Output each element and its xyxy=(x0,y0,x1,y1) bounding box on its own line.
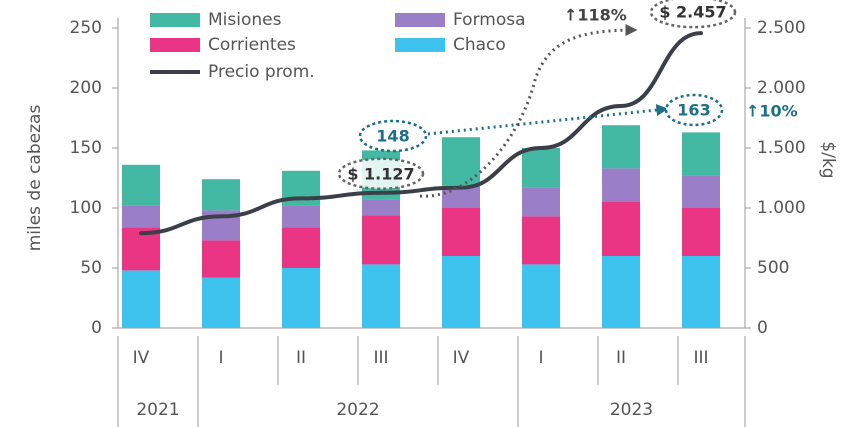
bar-segment xyxy=(122,270,160,328)
x-tick-label: IV xyxy=(453,348,470,368)
bar-segment xyxy=(282,205,320,228)
bar-segment xyxy=(602,125,640,169)
bar-segment xyxy=(282,268,320,328)
bar-segment xyxy=(682,208,720,256)
annotation: ↑118% xyxy=(564,6,627,25)
y2-tick-label: 0 xyxy=(757,318,768,338)
annotation: ↑10% xyxy=(746,102,798,121)
y2-tick-label: 1.500 xyxy=(757,138,806,158)
x-tick-label: I xyxy=(538,348,543,368)
bar-segment xyxy=(522,148,560,188)
callout-ellipse xyxy=(358,119,428,153)
x-tick-label: III xyxy=(693,348,708,368)
bar-segment xyxy=(122,164,160,206)
y-tick-label: 100 xyxy=(70,198,102,218)
y2-tick-label: 500 xyxy=(757,258,789,278)
y2-tick-label: 2.000 xyxy=(757,78,806,98)
value-label: $ 2.457 xyxy=(659,3,726,22)
dotted-arrow xyxy=(427,104,669,136)
y-axis-label: miles de cabezas xyxy=(25,105,45,252)
price-line xyxy=(139,31,703,236)
bar-segment xyxy=(602,256,640,328)
value-label: $ 1.127 xyxy=(347,164,414,183)
y-tick-label: 0 xyxy=(91,318,102,338)
legend-swatch xyxy=(395,13,445,27)
bar-segment xyxy=(682,175,720,208)
y-tick-label: 50 xyxy=(80,258,102,278)
bar-segment xyxy=(442,256,480,328)
x-tick-label: II xyxy=(296,348,306,368)
bar-segment xyxy=(522,264,560,328)
bar-segment xyxy=(202,277,240,328)
y2-tick-label: 1.000 xyxy=(757,198,806,218)
bar-segment xyxy=(522,216,560,265)
legend-swatch xyxy=(395,38,445,52)
x-tick-label: I xyxy=(218,348,223,368)
bar-segment xyxy=(282,227,320,268)
y-tick-label: 200 xyxy=(70,78,102,98)
group-label: 2021 xyxy=(136,400,179,420)
bar-segment xyxy=(202,240,240,278)
legend-label: Formosa xyxy=(453,10,526,30)
y-tick-label: 150 xyxy=(70,138,102,158)
callout-ellipse xyxy=(649,0,737,29)
group-label: 2023 xyxy=(610,400,653,420)
dotted-arrow xyxy=(419,24,638,198)
bar-segment xyxy=(122,205,160,228)
bar-segment xyxy=(602,168,640,202)
bar-segment xyxy=(682,132,720,176)
x-tick-label: II xyxy=(616,348,626,368)
bar-segment xyxy=(682,256,720,328)
group-label: 2022 xyxy=(336,400,379,420)
x-tick-label: III xyxy=(373,348,388,368)
bar-segment xyxy=(442,185,480,208)
bar-segment xyxy=(602,202,640,256)
legend-label: Precio prom. xyxy=(208,62,315,82)
bar-segment xyxy=(362,215,400,265)
bar-segment xyxy=(442,208,480,256)
legend-label: Misiones xyxy=(208,10,282,30)
legend-swatch xyxy=(150,13,200,27)
callout-ellipse xyxy=(664,93,724,127)
legend-label: Corrientes xyxy=(208,35,296,55)
x-tick-label: IV xyxy=(133,348,150,368)
callout-ellipse xyxy=(337,157,425,191)
bar-segment xyxy=(362,199,400,216)
bar-segment xyxy=(522,187,560,217)
bar-segment xyxy=(202,179,240,211)
bar-segment xyxy=(362,264,400,328)
y-tick-label: 250 xyxy=(70,18,102,38)
y2-tick-label: 2.500 xyxy=(757,18,806,38)
legend-swatch xyxy=(150,38,200,52)
annotation: 163 xyxy=(677,101,710,120)
y2-axis-label: $/kg xyxy=(818,141,838,178)
annotation: 148 xyxy=(376,127,409,146)
legend-label: Chaco xyxy=(453,35,506,55)
bar-segment xyxy=(442,137,480,186)
